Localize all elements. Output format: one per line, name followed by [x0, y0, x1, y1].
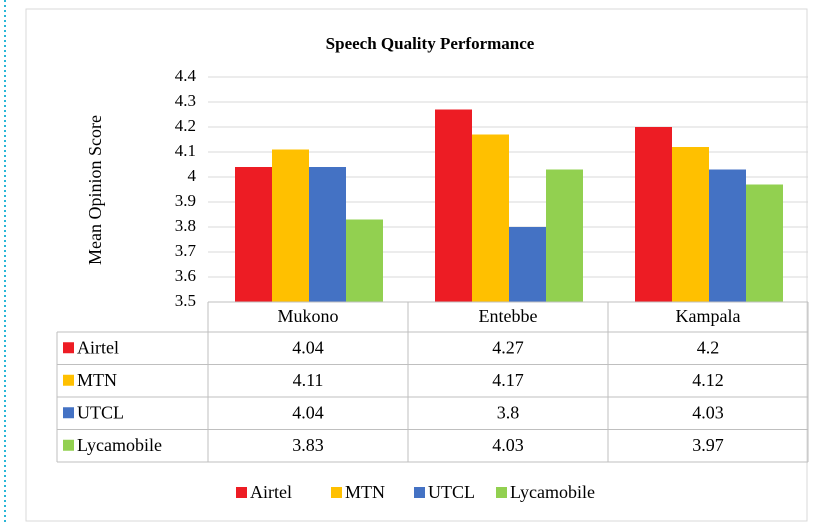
table-legend-key	[63, 374, 74, 386]
legend-key	[496, 487, 507, 498]
bar	[309, 167, 346, 302]
table-row-label: MTN	[77, 370, 117, 390]
table-cell: 3.83	[292, 435, 324, 455]
legend-label: Airtel	[250, 482, 292, 502]
table-cell: 3.97	[692, 435, 724, 455]
table-cell: 3.8	[497, 402, 520, 422]
y-tick-label: 4.2	[175, 116, 196, 135]
y-axis-label: Mean Opinion Score	[85, 115, 105, 265]
legend-key	[414, 487, 425, 498]
x-tick-label: Entebbe	[479, 306, 538, 326]
table-row-label: Airtel	[77, 337, 119, 357]
table-cell: 4.27	[492, 337, 524, 357]
y-tick-label: 4.4	[175, 66, 197, 85]
y-tick-label: 4.3	[175, 91, 196, 110]
bar	[346, 219, 383, 302]
table-cell: 4.17	[492, 370, 524, 390]
table-cell: 4.11	[293, 370, 324, 390]
legend-key	[236, 487, 247, 498]
x-tick-label: Kampala	[676, 306, 741, 326]
table-cell: 4.04	[292, 402, 324, 422]
y-tick-label: 4.1	[175, 141, 196, 160]
bar	[509, 227, 546, 302]
table-legend-key	[63, 439, 74, 451]
y-tick-label: 3.7	[175, 241, 197, 260]
bar	[435, 109, 472, 302]
table-cell: 4.03	[692, 402, 724, 422]
bar	[746, 184, 783, 302]
y-tick-label: 3.8	[175, 216, 196, 235]
table-row-label: Lycamobile	[77, 435, 162, 455]
chart-frame	[25, 8, 808, 522]
table-cell: 4.03	[492, 435, 524, 455]
table-row-label: UTCL	[77, 402, 124, 422]
bar	[709, 169, 746, 302]
bar	[472, 134, 509, 302]
table-legend-key	[63, 342, 74, 354]
legend-label: UTCL	[428, 482, 475, 502]
table-cell: 4.2	[697, 337, 720, 357]
bar	[235, 167, 272, 302]
legend-label: Lycamobile	[510, 482, 595, 502]
legend-label: MTN	[345, 482, 385, 502]
y-tick-label: 3.5	[175, 291, 196, 310]
x-tick-label: Mukono	[277, 306, 338, 326]
chart-title: Speech Quality Performance	[326, 34, 535, 53]
table-legend-key	[63, 407, 74, 419]
bar	[672, 147, 709, 302]
y-tick-label: 4	[188, 166, 197, 185]
legend-key	[331, 487, 342, 498]
bar	[272, 149, 309, 302]
y-tick-label: 3.6	[175, 266, 196, 285]
table-cell: 4.04	[292, 337, 324, 357]
bar	[546, 169, 583, 302]
y-tick-label: 3.9	[175, 191, 196, 210]
bar	[635, 127, 672, 302]
table-cell: 4.12	[692, 370, 724, 390]
